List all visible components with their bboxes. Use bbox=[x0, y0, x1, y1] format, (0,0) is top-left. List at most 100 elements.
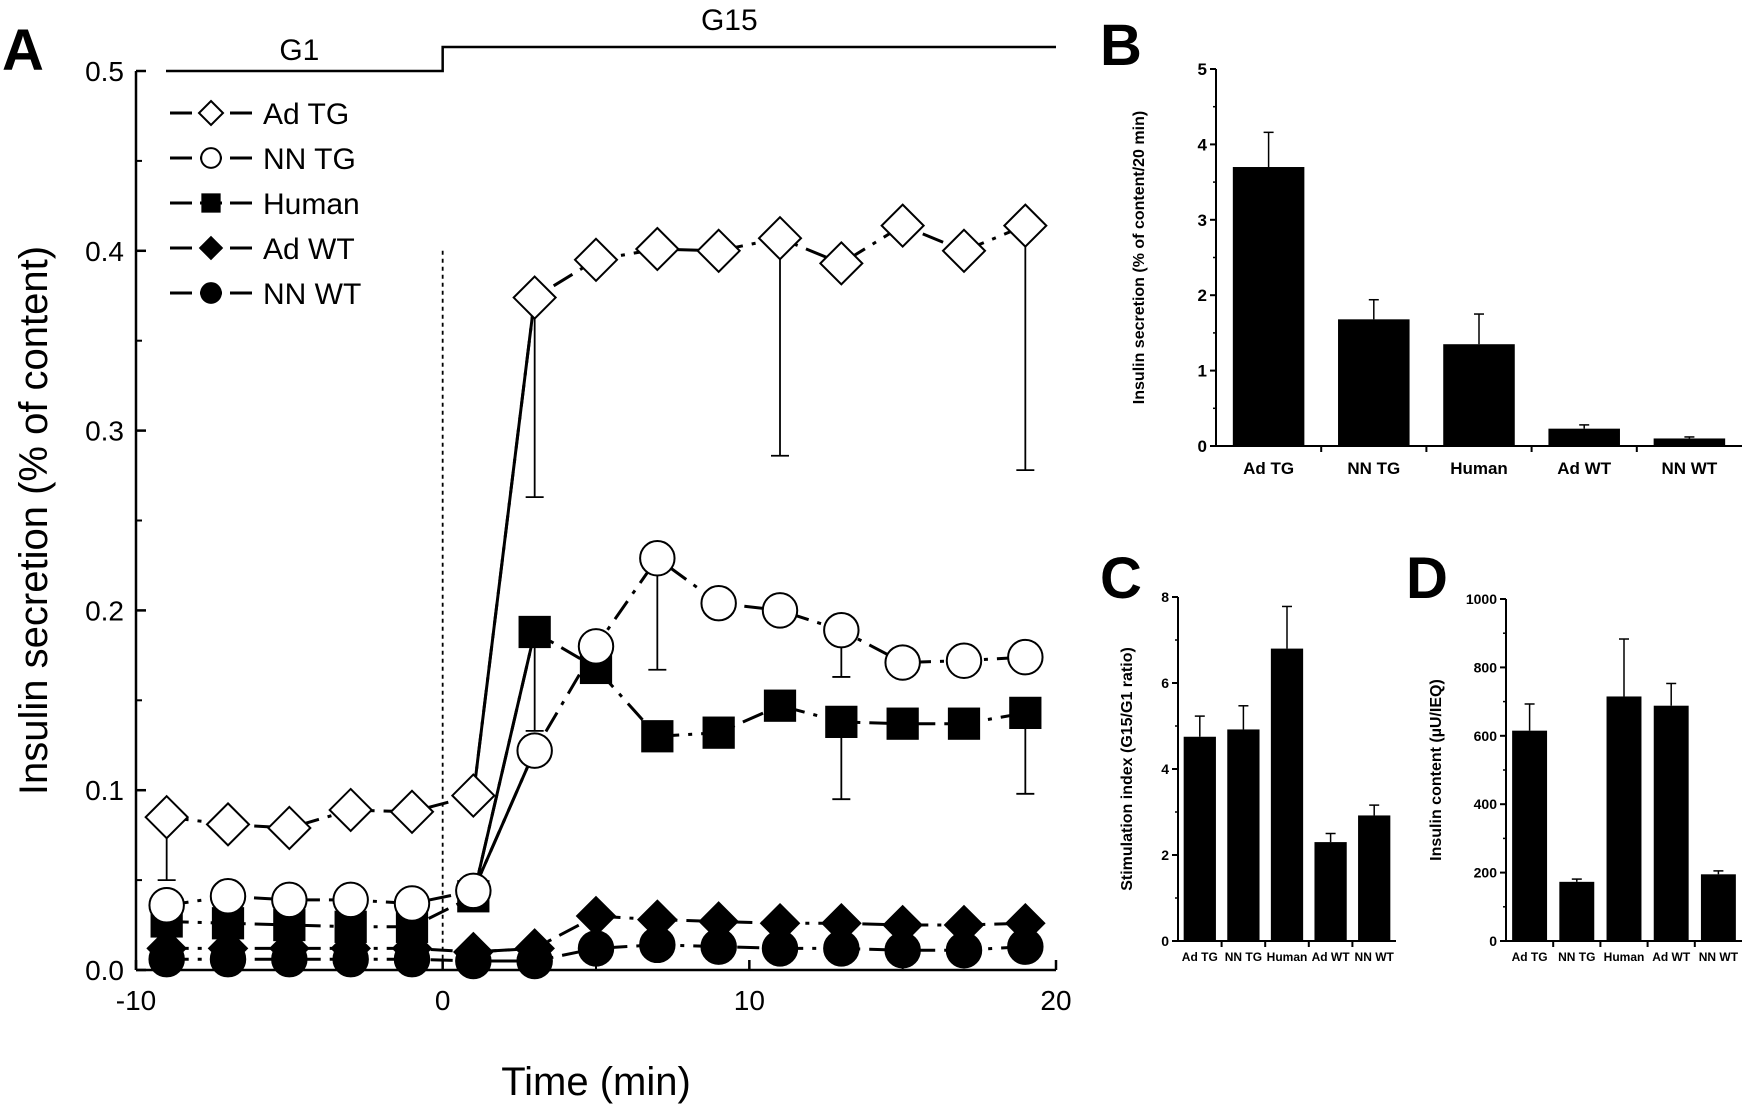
data-point-ad-tg bbox=[818, 240, 864, 286]
data-point-ad-wt bbox=[1005, 902, 1046, 944]
y-tick-label: 0 bbox=[1489, 933, 1497, 949]
x-category-label: Ad WT bbox=[1652, 950, 1691, 964]
legend-label-ad-wt: Ad WT bbox=[263, 233, 355, 266]
y-tick-label: 0.5 bbox=[85, 56, 124, 87]
bar-human bbox=[1606, 696, 1642, 941]
bar-nn-wt bbox=[1653, 438, 1726, 446]
data-point-ad-wt bbox=[453, 931, 494, 973]
bar-ad-wt bbox=[1653, 705, 1689, 941]
data-point-human bbox=[763, 689, 797, 722]
y-tick-label: 800 bbox=[1474, 659, 1498, 675]
bar-nn-tg bbox=[1338, 319, 1410, 446]
data-point-ad-wt bbox=[637, 899, 678, 940]
bar-ad-wt bbox=[1314, 842, 1347, 941]
x-category-label: Ad TG bbox=[1243, 459, 1294, 478]
data-point-nn-tg bbox=[332, 881, 369, 919]
panel-letter-b: B bbox=[1100, 13, 1142, 78]
x-category-label: Human bbox=[1604, 950, 1645, 964]
data-point-human bbox=[702, 716, 735, 749]
data-point-nn-tg bbox=[823, 611, 860, 649]
data-point-ad-tg bbox=[389, 789, 435, 835]
panel-letter-c: C bbox=[1100, 546, 1142, 611]
legend-label-ad-tg: Ad TG bbox=[263, 98, 349, 131]
bar-ad-tg bbox=[1232, 167, 1305, 446]
x-axis-label: Time (min) bbox=[501, 1060, 691, 1104]
data-point-human bbox=[641, 720, 674, 753]
x-category-label: Human bbox=[1267, 950, 1308, 964]
legend-marker-nn-wt bbox=[200, 282, 222, 304]
y-axis-label: Insulin content (µU/IEQ) bbox=[1428, 679, 1445, 861]
data-point-ad-tg bbox=[266, 805, 312, 851]
y-axis-label: Stimulation index (G15/G1 ratio) bbox=[1119, 647, 1136, 891]
panel-letter-a: A bbox=[2, 18, 44, 83]
y-tick-label: 2 bbox=[1198, 286, 1207, 305]
data-point-ad-tg bbox=[634, 226, 680, 272]
data-point-ad-tg bbox=[450, 773, 496, 819]
y-tick-label: 5 bbox=[1198, 60, 1207, 79]
data-point-human bbox=[518, 615, 551, 649]
y-tick-label: 0 bbox=[1198, 437, 1207, 456]
data-point-ad-wt bbox=[514, 928, 555, 969]
y-tick-label: 4 bbox=[1198, 135, 1208, 154]
data-point-ad-wt bbox=[575, 895, 617, 937]
phase-label-g15: G15 bbox=[701, 4, 758, 37]
data-point-human bbox=[825, 705, 858, 738]
panel-letter-d: D bbox=[1406, 546, 1448, 611]
x-tick-label: 0 bbox=[435, 985, 451, 1016]
y-tick-label: 200 bbox=[1474, 865, 1498, 881]
y-tick-label: 1000 bbox=[1466, 591, 1497, 607]
phase-label-g1: G1 bbox=[279, 34, 319, 67]
data-point-human bbox=[947, 707, 981, 740]
bar-nn-wt bbox=[1700, 874, 1736, 941]
bar-nn-tg bbox=[1227, 729, 1260, 941]
data-point-nn-tg bbox=[148, 887, 185, 924]
panel-b-bar-chart: B 0 1 2 3 4 5 Insulin secretion (% of content/2… bbox=[1100, 13, 1742, 478]
x-category-label: NN WT bbox=[1699, 950, 1739, 964]
series-line-human bbox=[166, 629, 1026, 929]
data-point-human bbox=[886, 707, 919, 740]
data-point-nn-tg bbox=[393, 885, 431, 922]
x-tick-label: -10 bbox=[116, 985, 156, 1016]
legend-label-human: Human bbox=[263, 188, 360, 221]
y-axis-label: Insulin secretion (% of content) bbox=[12, 246, 56, 795]
data-point-ad-tg bbox=[144, 794, 190, 840]
data-point-ad-wt bbox=[146, 928, 187, 969]
y-tick-label: 0 bbox=[1161, 933, 1169, 949]
x-category-label: NN TG bbox=[1558, 950, 1595, 964]
bar-nn-tg bbox=[1559, 881, 1595, 941]
data-point-ad-wt bbox=[943, 904, 985, 946]
glucose-phase-step-line bbox=[166, 45, 1056, 73]
panel-d-bar-chart: D 0 200 400 600 800 1000 Insulin content (µU/IE… bbox=[1406, 546, 1742, 964]
data-point-ad-tg bbox=[1002, 203, 1048, 249]
data-point-nn-tg bbox=[700, 584, 737, 622]
data-point-nn-tg bbox=[577, 628, 615, 665]
y-tick-label: 400 bbox=[1474, 796, 1498, 812]
bar-human bbox=[1270, 648, 1304, 941]
data-point-ad-tg bbox=[328, 787, 374, 833]
data-point-ad-tg bbox=[205, 801, 251, 847]
data-point-human bbox=[1009, 696, 1042, 730]
bar-human bbox=[1443, 344, 1515, 446]
y-tick-label: 8 bbox=[1161, 589, 1169, 605]
data-point-ad-tg bbox=[696, 228, 742, 274]
bar-ad-tg bbox=[1183, 736, 1216, 941]
series-line-ad-wt bbox=[166, 914, 1026, 954]
panel-c-bar-chart: C 0 2 4 6 8 Stimulation index (G15/G1 ratio) Ad… bbox=[1100, 546, 1396, 964]
data-point-nn-tg bbox=[209, 878, 247, 915]
series-nn-tg bbox=[148, 540, 1044, 924]
data-point-nn-tg bbox=[761, 592, 799, 629]
legend-marker-human bbox=[201, 193, 221, 213]
data-point-nn-tg bbox=[455, 872, 492, 910]
series-transition-nn-tg bbox=[471, 750, 537, 892]
x-category-label: Ad WT bbox=[1557, 459, 1611, 478]
data-point-nn-tg bbox=[516, 732, 553, 769]
y-tick-label: 6 bbox=[1161, 675, 1169, 691]
y-tick-label: 0.0 bbox=[85, 955, 124, 986]
x-category-label: NN WT bbox=[1355, 950, 1395, 964]
data-point-ad-tg bbox=[880, 203, 926, 249]
y-tick-label: 1 bbox=[1198, 362, 1207, 381]
x-tick-label: 20 bbox=[1040, 985, 1071, 1016]
y-tick-label: 0.1 bbox=[85, 775, 124, 806]
data-point-nn-tg bbox=[271, 881, 308, 919]
series-transition-human bbox=[471, 631, 537, 897]
